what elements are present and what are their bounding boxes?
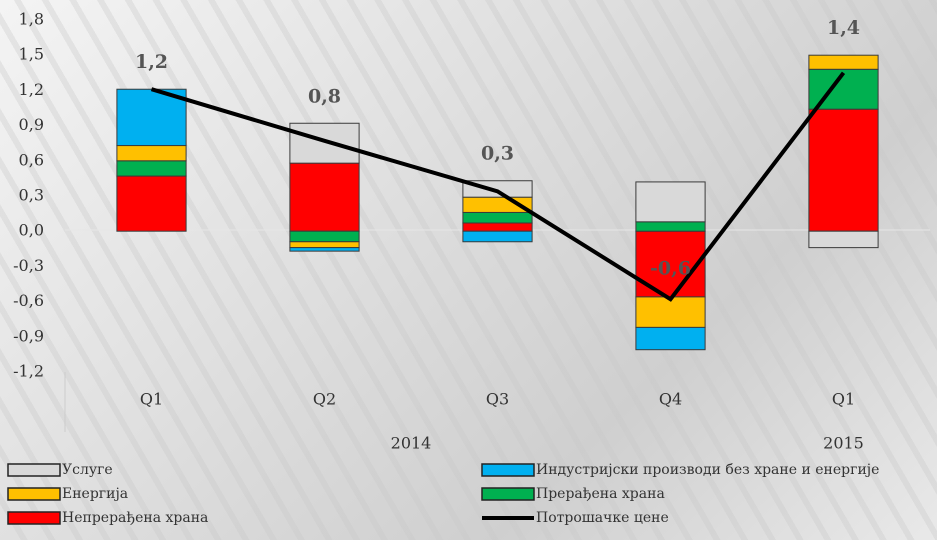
x-tick-label: Q4 [659,390,682,409]
legend-label: Услуге [62,462,113,478]
bar-segment [635,326,706,351]
y-tick-label: -1,2 [13,362,44,381]
bar-segment [116,175,187,232]
legend-label: Индустријски производи без хране и енерг… [536,462,879,478]
bar-segment [808,108,879,232]
data-label: 1,2 [135,51,168,73]
legend-swatch [7,463,61,477]
x-tick-label: Q2 [313,390,336,409]
x-tick-label: Q1 [832,390,855,409]
y-tick-label: 0,3 [19,186,44,205]
bar-segment [289,230,360,243]
legend-label: Потрошачке цене [536,510,669,526]
data-label: 0,3 [481,143,514,165]
y-tick-label: 0,6 [19,150,44,169]
y-tick-label: -0,6 [13,291,44,310]
legend-swatch [481,463,535,477]
y-tick-label: 0,0 [19,221,44,240]
bar-segment [635,221,706,232]
y-tick-label: -0,9 [13,326,44,345]
data-label: 0,8 [308,85,341,107]
legend-label: Енергија [62,486,128,502]
bar-segment [289,241,360,249]
bar-segment [116,160,187,177]
legend-label: Прерађена храна [536,486,665,502]
y-tick-label: 1,2 [19,80,44,99]
bar-segment [635,296,706,328]
y-tick-label: 1,5 [19,45,44,64]
bar-segment [635,181,706,223]
y-tick-label: -0,3 [13,256,44,275]
legend-swatch [7,487,61,501]
bar-segment [808,230,879,249]
bar-segment [289,122,360,164]
data-label: -0,6 [650,257,691,279]
x-tick-label: Q1 [140,390,163,409]
y-tick-label: 0,9 [19,115,44,134]
bar-segment [462,222,533,232]
bar-segment [462,211,533,224]
legend-label: Непрерађена храна [62,510,208,526]
group-label: 2015 [823,434,864,453]
legend-swatch [7,511,61,525]
y-tick-label: 1,8 [19,10,44,29]
bar-segment [808,54,879,70]
line [150,71,846,302]
group-label: 2014 [391,434,432,453]
bar-segment [116,88,187,147]
x-tick-label: Q3 [486,390,509,409]
bar-segment [116,145,187,162]
bar-segment [289,162,360,232]
bar-segment [462,230,533,243]
bar-segment [289,247,360,252]
legend-swatch [481,487,535,501]
data-label: 1,4 [827,17,860,39]
